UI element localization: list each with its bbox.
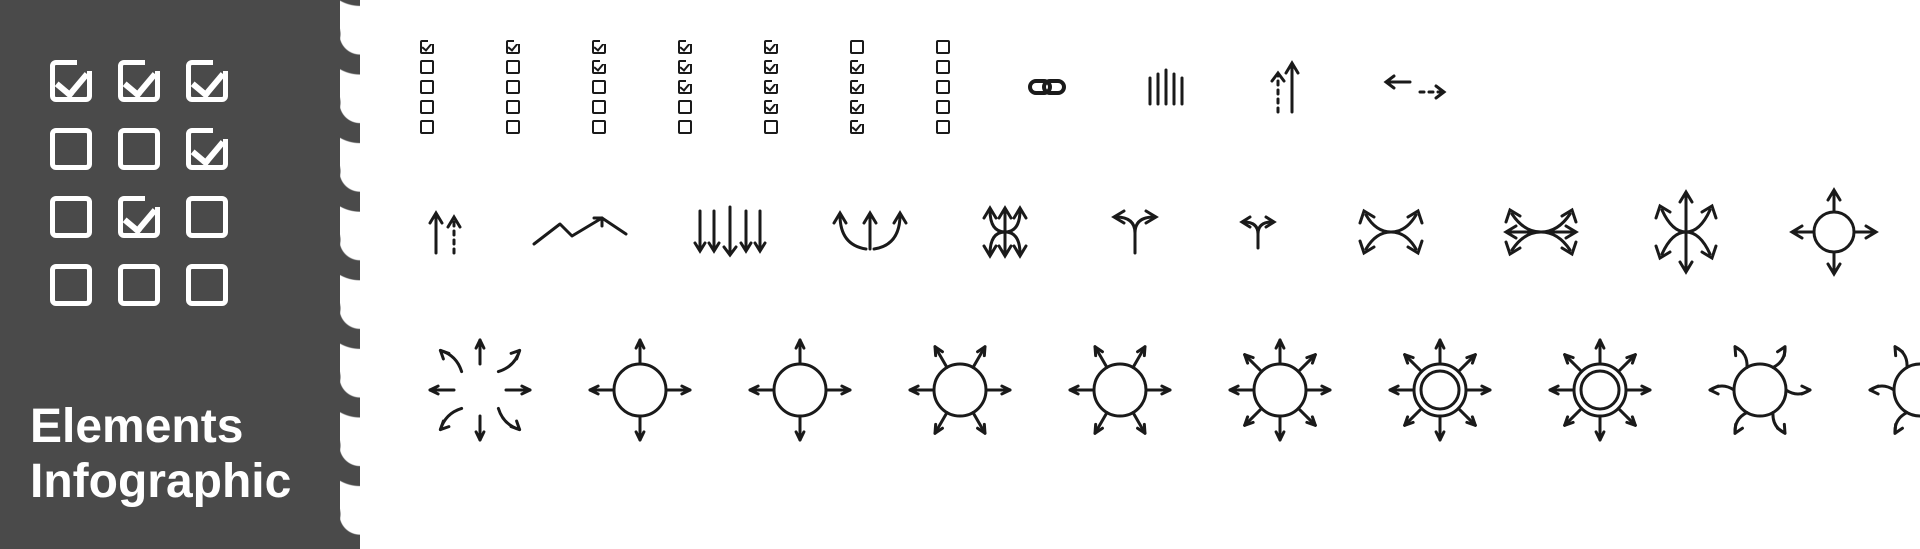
mini-checkbox xyxy=(592,60,606,74)
spread-4way-x-icon xyxy=(1346,197,1436,267)
mini-checkbox xyxy=(420,120,434,134)
bars-mini-icon xyxy=(1144,64,1190,110)
mini-checkbox xyxy=(420,100,434,114)
mini-checkbox xyxy=(850,80,864,94)
mini-checkbox xyxy=(420,80,434,94)
circle-4arrows-icon xyxy=(1786,184,1882,280)
mini-checkbox xyxy=(506,120,520,134)
mini-checkbox xyxy=(678,40,692,54)
checklist-open-top xyxy=(850,40,864,134)
hub-double-circle-8b-icon xyxy=(1540,330,1660,450)
arrows-left-right-dashed-icon xyxy=(1380,72,1450,102)
mini-checkbox xyxy=(678,120,692,134)
sidebar-checkbox xyxy=(186,196,228,238)
spread-6way-tall-icon xyxy=(1646,184,1726,280)
chain-link-icon xyxy=(1022,73,1072,101)
sidebar-checkbox xyxy=(50,60,92,102)
mini-checkbox xyxy=(678,60,692,74)
sidebar-checkbox xyxy=(50,264,92,306)
checklist-1of5 xyxy=(506,40,520,134)
row-2 xyxy=(420,184,1920,280)
mini-checkbox xyxy=(850,60,864,74)
sidebar: Elements Infographic xyxy=(0,0,340,549)
double-arrow-up-dashed-icon xyxy=(420,205,470,259)
mini-checkbox xyxy=(936,120,950,134)
merge-up-curve-icon xyxy=(830,205,910,259)
hub-circle-4b-icon xyxy=(740,330,860,450)
mini-checkbox xyxy=(506,100,520,114)
sidebar-checkbox xyxy=(118,60,160,102)
split-up-down-icon xyxy=(970,202,1040,262)
mini-checkbox xyxy=(936,60,950,74)
hub-circle-curve-6b-icon xyxy=(1860,330,1920,450)
row-1 xyxy=(420,40,1920,134)
mini-checkbox xyxy=(936,40,950,54)
sidebar-checkbox xyxy=(186,128,228,170)
sidebar-title-line2: Infographic xyxy=(30,454,310,509)
mini-checkbox xyxy=(592,120,606,134)
mini-checkbox xyxy=(764,120,778,134)
mini-checkbox xyxy=(764,100,778,114)
zigzag-trend-icon xyxy=(530,212,630,252)
sidebar-checkbox xyxy=(50,196,92,238)
sidebar-checkbox xyxy=(50,128,92,170)
spread-6way-icon xyxy=(1496,192,1586,272)
fork-up-2-icon xyxy=(1100,205,1170,259)
icon-grid xyxy=(340,0,1920,549)
mini-checkbox xyxy=(764,40,778,54)
mini-checkbox xyxy=(850,120,864,134)
row-3 xyxy=(420,330,1920,450)
mini-checkbox xyxy=(678,80,692,94)
sidebar-checkbox xyxy=(118,264,160,306)
arrows-down-group-icon xyxy=(690,205,770,259)
sidebar-check-grid xyxy=(50,60,310,314)
mini-checkbox xyxy=(850,100,864,114)
hub-circle-8-icon xyxy=(1220,330,1340,450)
checklist-4of5 xyxy=(764,40,778,134)
hub-circle-6-icon xyxy=(900,330,1020,450)
mini-checkbox xyxy=(420,60,434,74)
mini-checkbox xyxy=(678,100,692,114)
sidebar-checkbox xyxy=(118,196,160,238)
hub-double-circle-8-icon xyxy=(1380,330,1500,450)
mini-checkbox xyxy=(592,80,606,94)
mini-checkbox xyxy=(936,100,950,114)
mini-checkbox xyxy=(764,60,778,74)
checklist-2of5 xyxy=(592,40,606,134)
mini-checkbox xyxy=(506,80,520,94)
mini-checkbox xyxy=(764,80,778,94)
checklist-3of5 xyxy=(678,40,692,134)
checklist-empty xyxy=(936,40,950,134)
sidebar-title-line1: Elements xyxy=(30,399,310,454)
sidebar-checkbox xyxy=(186,264,228,306)
mini-checkbox xyxy=(850,40,864,54)
hub-circle-4-icon xyxy=(580,330,700,450)
mini-checkbox xyxy=(592,40,606,54)
mini-checkbox xyxy=(506,60,520,74)
arrow-up-solid-dashed-icon xyxy=(1262,57,1308,117)
mini-checkbox xyxy=(420,40,434,54)
hub-open-4-icon xyxy=(420,330,540,450)
sidebar-checkbox xyxy=(118,128,160,170)
hub-circle-curve-6-icon xyxy=(1700,330,1820,450)
mini-checkbox xyxy=(936,80,950,94)
checklist-0of5 xyxy=(420,40,434,134)
mini-checkbox xyxy=(592,100,606,114)
sidebar-title: Elements Infographic xyxy=(30,399,310,509)
fork-up-small-icon xyxy=(1230,212,1286,252)
hub-circle-6b-icon xyxy=(1060,330,1180,450)
mini-checkbox xyxy=(506,40,520,54)
sidebar-checkbox xyxy=(186,60,228,102)
